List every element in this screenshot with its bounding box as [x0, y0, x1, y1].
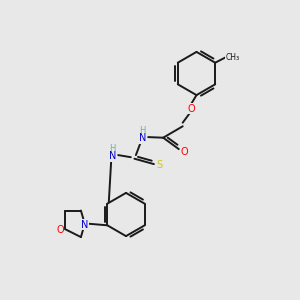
Text: CH₃: CH₃ [225, 53, 239, 62]
Text: N: N [139, 133, 146, 143]
Text: H: H [109, 144, 115, 153]
Text: O: O [187, 104, 195, 114]
Text: N: N [81, 220, 88, 230]
Text: O: O [180, 147, 188, 157]
Text: H: H [139, 126, 145, 135]
Text: N: N [109, 151, 116, 161]
Text: S: S [156, 160, 162, 170]
Text: O: O [56, 225, 64, 235]
